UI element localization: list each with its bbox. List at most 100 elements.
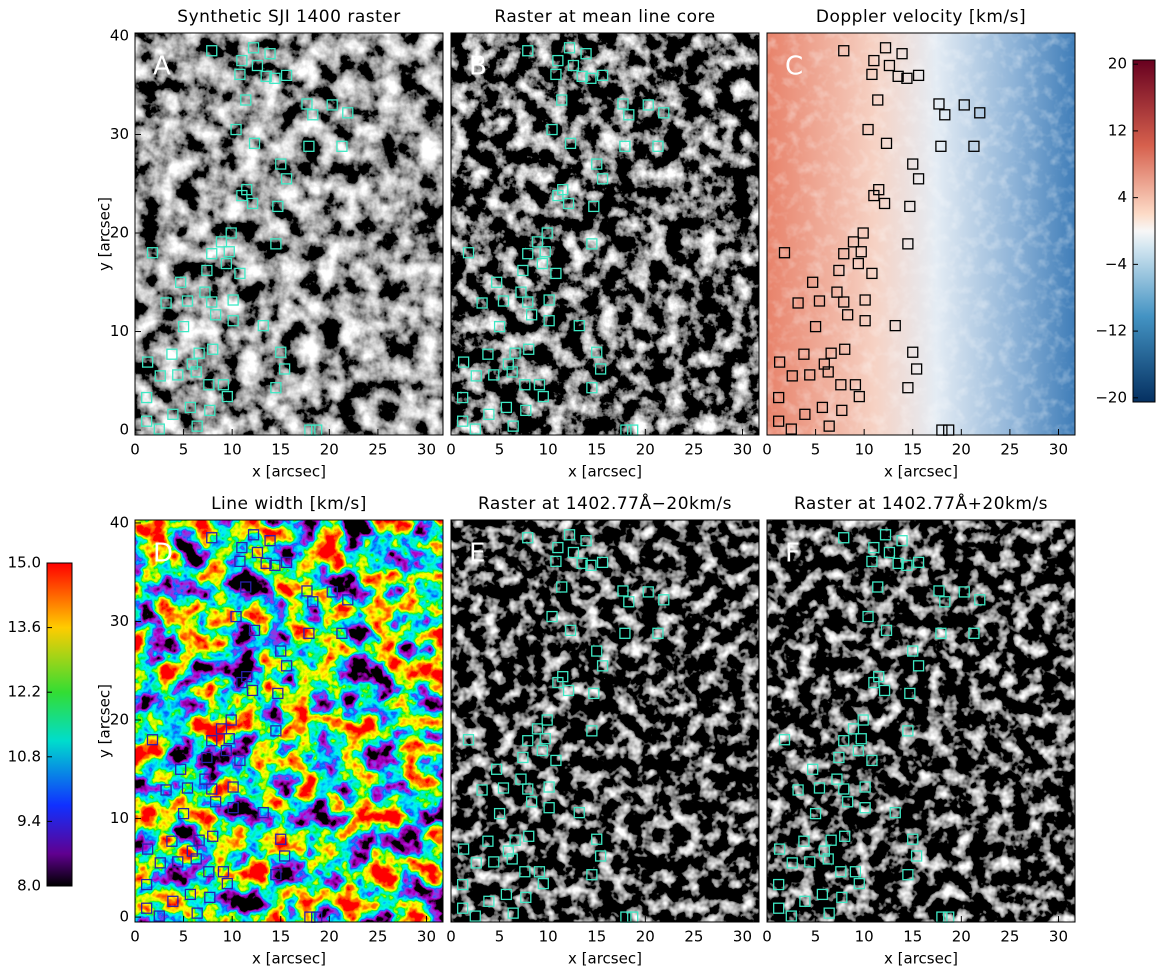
marker [902,869,914,881]
marker [866,555,878,568]
x-axis-label: x [arcsec] [252,463,326,481]
marker [215,723,228,735]
marker [206,735,218,747]
marker [879,42,892,54]
marker [907,645,919,657]
marker [536,744,548,757]
x-tick-label: 10 [539,928,558,946]
x-tick-label: 15 [903,441,922,459]
image [135,33,443,435]
frame [766,32,1076,436]
x-axis-label: x [arcsec] [884,463,958,481]
x-tick-label: 5 [811,928,821,946]
marker [203,379,215,391]
marker [141,902,153,914]
marker [186,845,198,857]
x-tick-label: 10 [223,441,242,459]
marker [852,257,864,270]
marker [883,59,896,72]
marker [594,850,607,862]
marker [822,366,834,378]
marker [792,297,804,309]
marker [617,585,629,597]
colorbar-tick-label: 10.8 [8,747,41,765]
marker [543,315,555,327]
marker [506,366,518,378]
marker [910,363,923,375]
marker [303,627,315,639]
marker [141,415,153,427]
marker [838,248,850,260]
marker [857,714,869,726]
marker [457,415,469,427]
x-tick-label: 25 [368,928,387,946]
marker [500,888,513,901]
marker [596,556,609,569]
marker [907,833,919,845]
marker [902,238,914,250]
panel-title: Synthetic SJI 1400 raster [177,7,400,27]
marker [586,382,598,394]
marker [958,99,970,111]
x-tick-label: 0 [762,441,772,459]
x-tick-label: 0 [762,928,772,946]
marker [831,286,843,298]
x-tick-label: 25 [684,928,703,946]
marker [594,363,607,375]
marker [974,107,986,119]
marker [206,248,218,260]
marker [522,296,534,308]
marker [892,70,904,83]
colorbar-tick-label: 15.0 [8,554,41,572]
marker [813,295,826,307]
marker [246,197,259,210]
x-axis-label: x [arcsec] [568,950,642,968]
marker [912,69,925,82]
marker [968,140,980,152]
marker [904,200,916,213]
marker [550,68,562,81]
marker [275,346,287,358]
marker [206,296,218,308]
marker [823,907,835,919]
colorbar [1132,59,1156,403]
marker [206,532,218,544]
marker [816,888,829,901]
marker [191,420,203,432]
marker [457,902,469,914]
marker [175,763,187,775]
marker [573,319,585,332]
marker [507,420,519,432]
marker [658,107,670,119]
x-tick-label: 5 [179,928,189,946]
marker [907,346,919,358]
marker [269,559,281,571]
marker [855,246,867,258]
marker [201,264,213,277]
marker [912,660,925,672]
image [451,33,759,435]
marker [857,227,869,239]
marker [336,627,348,639]
marker [541,714,553,726]
marker [866,68,878,81]
marker [270,382,282,394]
panel-letter: A [153,52,171,82]
colorbar-tick-label: 8.0 [17,877,41,895]
marker [522,532,534,544]
marker [835,379,847,391]
frame [134,519,444,923]
marker [301,98,313,110]
marker [236,541,248,554]
marker [847,723,860,735]
marker [184,401,197,414]
marker [184,888,197,901]
x-tick-label: 25 [368,441,387,459]
marker [326,586,338,598]
marker [910,850,923,862]
marker [199,773,211,785]
x-tick-label: 30 [1049,928,1068,946]
marker [342,594,354,606]
panel-letter: B [469,52,487,82]
